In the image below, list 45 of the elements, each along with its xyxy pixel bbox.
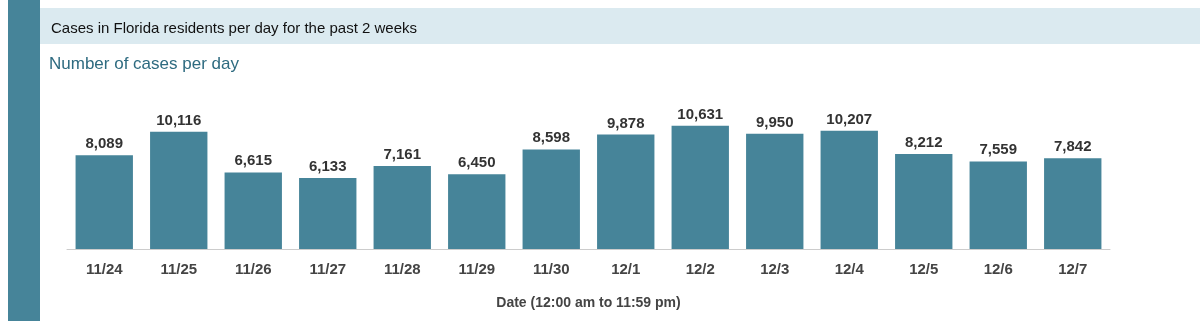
x-tick-label: 12/2: [685, 260, 715, 277]
data-label: 10,207: [826, 109, 873, 127]
data-label: 8,089: [85, 134, 124, 152]
data-label: 9,878: [606, 113, 645, 131]
x-tick-label: 11/24: [85, 260, 124, 277]
x-tick-label: 12/5: [909, 260, 939, 277]
data-label: 8,212: [904, 132, 943, 150]
x-tick-label: 11/30: [532, 260, 570, 277]
x-tick-label: 11/28: [383, 260, 421, 277]
data-label: 7,161: [383, 145, 422, 163]
x-tick-label: 11/26: [234, 260, 272, 277]
bar: [150, 131, 208, 249]
chart-subtitle: Number of cases per day: [49, 54, 240, 73]
bar: [75, 155, 133, 249]
chart-title: Cases in Florida residents per day for the past 2 weeks: [51, 19, 418, 36]
data-label: 6,450: [457, 153, 496, 171]
bar: [448, 174, 506, 249]
data-label: 9,950: [755, 112, 794, 130]
x-tick-label: 11/27: [309, 260, 347, 277]
x-tick-label: 11/25: [160, 260, 198, 277]
data-label: 6,615: [234, 151, 273, 169]
data-label: 7,842: [1053, 137, 1092, 155]
x-tick-label: 12/3: [760, 260, 790, 277]
x-tick-label: 12/1: [611, 260, 641, 277]
bar: [969, 161, 1027, 249]
x-axis-title: Date (12:00 am to 11:59 pm): [496, 294, 681, 310]
bar: [746, 133, 804, 249]
x-tick-label: 11/29: [458, 260, 496, 277]
data-label: 10,631: [677, 104, 724, 122]
data-label: 8,598: [532, 128, 571, 146]
bar: [597, 134, 655, 249]
bar: [299, 177, 357, 249]
x-tick-label: 12/6: [983, 260, 1013, 277]
bar: [671, 125, 729, 249]
bar: [224, 172, 282, 249]
data-label: 7,559: [979, 140, 1018, 158]
x-tick-label: 12/4: [834, 260, 865, 277]
bar: [373, 166, 431, 249]
bar: [522, 149, 580, 249]
bar: [895, 153, 953, 249]
x-tick-label: 12/7: [1058, 260, 1088, 277]
data-label: 6,133: [308, 156, 347, 174]
bar: [820, 130, 878, 249]
data-label: 10,116: [156, 110, 202, 128]
bar: [1044, 158, 1102, 249]
